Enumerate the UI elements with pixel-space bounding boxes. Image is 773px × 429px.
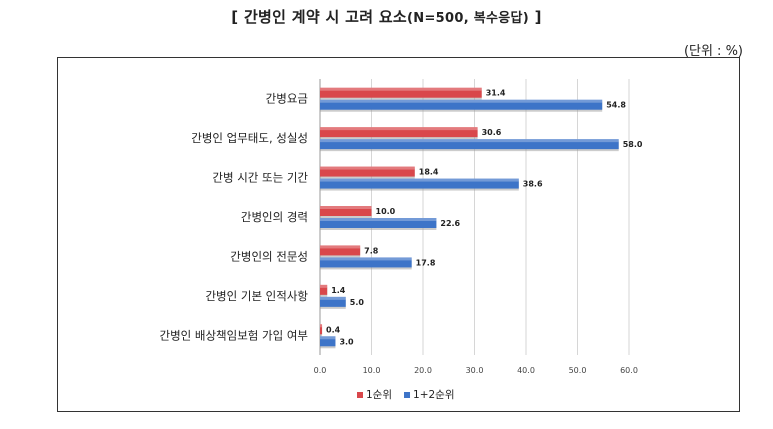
category-label: 간병인 업무태도, 성실성 <box>191 131 308 145</box>
bar-highlight <box>320 257 412 261</box>
bar <box>320 218 437 228</box>
legend-swatch <box>357 392 363 398</box>
bar <box>320 336 336 347</box>
bar-highlight <box>320 245 361 249</box>
data-label: 17.8 <box>416 258 436 267</box>
unit-label: (단위 : %) <box>683 44 743 59</box>
bar <box>320 257 412 268</box>
legend-label: 1순위 <box>366 388 392 401</box>
data-label: 10.0 <box>376 207 396 216</box>
x-tick-label: 10.0 <box>363 366 381 375</box>
x-tick-label: 50.0 <box>569 366 587 375</box>
bar-highlight <box>320 178 519 182</box>
data-label: 54.8 <box>606 101 626 110</box>
data-label: 0.4 <box>326 325 341 334</box>
category-label: 간병인의 경력 <box>241 210 308 224</box>
chart-title-main: [ 간병인 계약 시 고려 요소 <box>231 8 408 26</box>
bar-highlight <box>320 139 619 143</box>
legend-swatch <box>404 392 411 398</box>
bar-highlight <box>320 324 323 328</box>
data-label: 30.6 <box>482 128 502 137</box>
data-label: 38.6 <box>523 180 543 189</box>
bar <box>320 99 603 110</box>
bar-highlight <box>320 166 415 170</box>
chart-title-sub: (N=500, 복수응답) <box>407 11 530 26</box>
bar-highlight <box>320 296 346 300</box>
data-label: 58.0 <box>623 140 643 149</box>
bar <box>320 127 478 138</box>
bar <box>320 87 482 98</box>
x-tick-label: 0.0 <box>314 366 327 375</box>
x-tick-label: 60.0 <box>620 366 638 375</box>
data-label: 18.4 <box>419 168 439 177</box>
data-label: 22.6 <box>440 219 460 228</box>
bar <box>320 324 323 335</box>
legend-label: 1+2순위 <box>413 388 454 401</box>
bar-highlight <box>320 218 437 221</box>
bar-highlight <box>320 206 372 209</box>
bar-highlight <box>320 127 478 131</box>
chart-frame <box>57 57 740 412</box>
category-label: 간병요금 <box>266 92 308 106</box>
bar <box>320 166 415 177</box>
data-label: 7.8 <box>364 246 379 255</box>
category-label: 간병인의 전문성 <box>230 249 308 263</box>
category-label: 간병 시간 또는 기간 <box>212 171 308 185</box>
bar <box>320 284 328 295</box>
bar-highlight <box>320 336 336 340</box>
bar-highlight <box>320 284 328 288</box>
x-tick-label: 40.0 <box>517 366 535 375</box>
bar-highlight <box>320 99 603 103</box>
bar <box>320 296 346 307</box>
data-label: 31.4 <box>486 89 506 98</box>
category-label: 간병인 배상책임보험 가입 여부 <box>159 328 308 342</box>
chart-title-end: ] <box>529 8 542 26</box>
category-label: 간병인 기본 인적사항 <box>205 289 308 303</box>
bar-highlight <box>320 87 482 91</box>
x-tick-label: 30.0 <box>466 366 484 375</box>
data-label: 5.0 <box>350 298 365 307</box>
data-label: 3.0 <box>339 337 354 346</box>
x-tick-label: 20.0 <box>414 366 432 375</box>
data-label: 1.4 <box>331 286 346 295</box>
bar <box>320 245 361 256</box>
chart-title: [ 간병인 계약 시 고려 요소(N=500, 복수응답) ] <box>0 6 773 27</box>
bar <box>320 139 619 150</box>
bar <box>320 178 519 189</box>
bar <box>320 206 372 216</box>
